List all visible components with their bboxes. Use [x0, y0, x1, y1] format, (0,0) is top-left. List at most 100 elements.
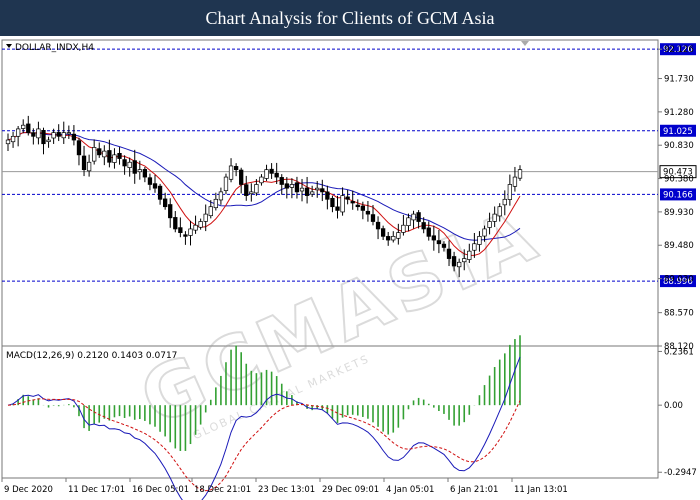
- candle-body: [157, 185, 163, 200]
- candle-body: [304, 187, 310, 196]
- candle-body: [239, 169, 244, 185]
- time-tick-label: 6 Jan 21:01: [450, 485, 498, 495]
- candle-body: [66, 132, 71, 135]
- time-tick-label: 23 Dec 13:01: [258, 485, 315, 495]
- time-tick-label: 11 Dec 17:01: [68, 485, 125, 495]
- current-price-label: 90.473: [663, 168, 693, 178]
- candle-body: [152, 183, 158, 189]
- candle-body: [5, 139, 11, 145]
- price-tick-label: 89.930: [664, 208, 694, 218]
- level-label: 88.996: [663, 277, 693, 287]
- triangle-down-icon[interactable]: [6, 44, 12, 48]
- candle-body: [86, 161, 92, 172]
- candle-body: [228, 165, 234, 180]
- price-tick-label: 90.380: [664, 175, 694, 185]
- candle-body: [46, 139, 51, 142]
- time-tick-label: 29 Dec 09:01: [322, 485, 379, 495]
- candle-body: [264, 169, 269, 179]
- candle-body: [416, 212, 421, 222]
- time-tick-label: 11 Jan 13:01: [514, 485, 568, 495]
- candle-body: [350, 201, 355, 204]
- candle-body: [406, 217, 411, 227]
- current-price-badge: [659, 165, 697, 179]
- price-tick-label: 89.030: [664, 275, 694, 285]
- candle-body: [137, 169, 142, 173]
- candle-body: [183, 234, 188, 237]
- macd-label: MACD(12,26,9) 0.2120 0.1403 0.0717: [6, 351, 177, 361]
- macd-tick-label: -0.2947: [664, 468, 697, 478]
- candle-body: [274, 172, 279, 178]
- candle-body: [112, 154, 117, 163]
- candle-body: [198, 221, 203, 228]
- macd-tick-label: 0.00: [664, 401, 683, 411]
- candle-body: [71, 133, 77, 141]
- level-badge: [660, 188, 696, 201]
- candle-body: [56, 132, 61, 137]
- candle-body: [15, 128, 21, 137]
- candle-body: [117, 152, 122, 159]
- price-tick-label: 92.126: [664, 45, 694, 55]
- candle-body: [386, 236, 391, 241]
- candle-body: [375, 221, 381, 230]
- candle-body: [467, 250, 472, 260]
- scroll-marker-icon[interactable]: [521, 41, 529, 46]
- time-tick-label: 4 Jan 05:01: [386, 485, 434, 495]
- page-title: Chart Analysis for Clients of GCM Asia: [0, 0, 700, 36]
- candle-body: [462, 258, 467, 263]
- candle-body: [330, 197, 335, 208]
- candle-body: [421, 222, 426, 230]
- price-axis: 92.126 91.730 91.280 90.830 90.380 89.930 89.4…: [658, 45, 694, 352]
- candle-body: [472, 243, 477, 251]
- candle-body: [512, 176, 518, 187]
- candle-body: [107, 150, 112, 163]
- time-tick-label: 18 Dec 21:01: [194, 485, 251, 495]
- candlesticks: [5, 115, 523, 278]
- candle-body: [457, 261, 462, 268]
- candle-body: [218, 191, 224, 201]
- candle-body: [122, 159, 127, 167]
- candle-body: [21, 124, 26, 129]
- candle-body: [294, 182, 300, 193]
- candle-body: [482, 228, 487, 237]
- candle-body: [492, 213, 497, 222]
- candle-body: [411, 213, 416, 221]
- candle-body: [340, 195, 345, 213]
- candle-body: [41, 129, 46, 145]
- candle-body: [162, 198, 168, 208]
- candle-body: [81, 155, 87, 171]
- macd-line: [7, 356, 521, 500]
- signal-line: [7, 398, 521, 492]
- candle-body: [254, 184, 259, 194]
- candle-body: [497, 206, 502, 217]
- candle-body: [502, 198, 507, 206]
- candle-body: [132, 160, 137, 174]
- candle-body: [310, 191, 315, 195]
- candle-body: [147, 177, 153, 185]
- level-badge: [660, 124, 696, 137]
- price-tick-label: 91.730: [664, 75, 694, 85]
- candle-body: [441, 243, 447, 248]
- price-tick-label: 90.830: [664, 141, 694, 151]
- candle-body: [223, 176, 229, 191]
- candle-body: [315, 187, 320, 191]
- candle-body: [477, 235, 482, 245]
- candle-body: [355, 204, 360, 208]
- candle-body: [487, 221, 492, 228]
- candle-body: [102, 150, 107, 158]
- moving-average-line: [7, 132, 521, 241]
- candle-body: [142, 169, 148, 178]
- macd-histogram: [12, 335, 521, 451]
- time-axis: 9 Dec 2020 11 Dec 17:01 16 Dec 05:01 18 Dec…: [1, 478, 568, 495]
- candle-body: [259, 176, 264, 184]
- candle-body: [284, 183, 289, 189]
- candle-body: [446, 248, 452, 259]
- symbol-label: DOLLAR_INDX,H4: [6, 43, 94, 53]
- candle-body: [436, 240, 442, 245]
- candle-body: [396, 232, 401, 239]
- candle-body: [61, 132, 66, 139]
- candle-body: [97, 148, 102, 156]
- candle-body: [168, 204, 173, 219]
- candle-body: [26, 123, 31, 133]
- price-tick-label: 88.120: [664, 342, 694, 352]
- candle-body: [289, 184, 295, 188]
